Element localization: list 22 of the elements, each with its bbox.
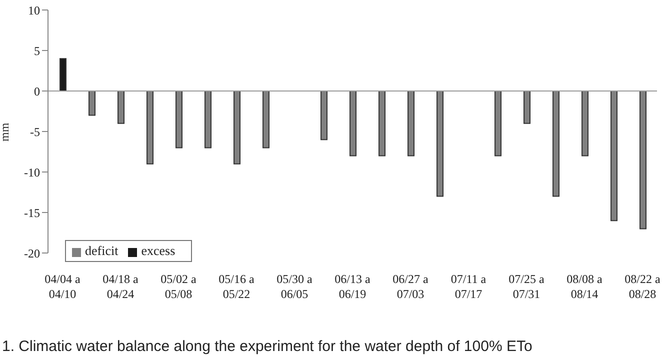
text: 1. Climatic water balance along the experiment for the water depth of 100% ETo (2, 338, 532, 355)
y-axis-title: mm (0, 122, 12, 142)
x-tick-label: 04/18 a 04/24 (102, 272, 139, 301)
x-tick-label: 06/13 a 06/19 (334, 272, 371, 301)
x-tick-label: 04/04 a 04/10 (44, 272, 81, 301)
x-tick-label: 05/30 a 06/05 (276, 272, 313, 301)
x-tick-label: 05/16 a 05/22 (218, 272, 255, 301)
y-tick-label: 10 (28, 3, 40, 18)
y-tick-label: -15 (24, 206, 40, 220)
legend-label: deficit (85, 243, 118, 258)
y-tick-label: -5 (30, 124, 40, 139)
x-tick-label: 07/25 a 07/31 (508, 272, 545, 301)
x-tick-label: 08/22 a 08/28 (624, 272, 661, 301)
x-tick-label: 07/11 a 07/17 (450, 272, 487, 301)
legend-label: excess (141, 243, 176, 258)
y-tick-label: -20 (24, 246, 40, 260)
x-tick-label: 05/02 a 05/08 (160, 272, 197, 301)
x-tick-label: 06/27 a 07/03 (392, 272, 429, 301)
y-tick-label: -10 (24, 165, 40, 180)
y-tick-label: 5 (34, 44, 40, 58)
x-tick-label: 08/08 a 08/14 (566, 272, 603, 301)
y-tick-label: 0 (34, 84, 40, 98)
